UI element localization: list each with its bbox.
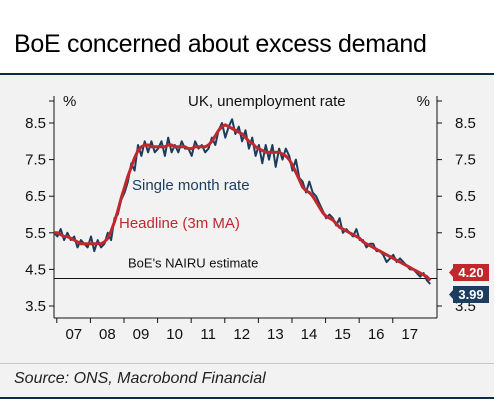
nairu-label: BoE's NAIRU estimate: [128, 256, 258, 271]
end-label-headline-box: [453, 264, 489, 281]
y-tick-label-left: 7.5: [25, 152, 46, 169]
page-title: BoE concerned about excess demand: [14, 30, 427, 58]
series-headline-line: [54, 123, 432, 282]
x-tick-label: 10: [166, 326, 183, 343]
end-label-headline-value: 4.20: [458, 265, 483, 280]
y-tick-label-left: 6.5: [25, 188, 46, 205]
x-tick-label: 07: [65, 326, 82, 343]
y-tick-label-left: 8.5: [25, 115, 46, 132]
source-note: Source: ONS, Macrobond Financial: [14, 370, 266, 387]
left-unit-label: %: [63, 93, 76, 110]
x-tick-label: 09: [133, 326, 150, 343]
x-tick-label: 08: [99, 326, 116, 343]
y-tick-label-left: 3.5: [25, 298, 46, 315]
bottom-rule: [0, 397, 494, 399]
x-ticks: 07 08 09 10 11 12 13 14 15 16 17: [56, 318, 418, 343]
source-panel: Source: ONS, Macrobond Financial: [0, 363, 494, 398]
unemployment-line-chart: 3.5 4.5 5.5 6.5 7.5 8.5 3.5 4.5 5.5 6.5 7.5 8.5 07…: [25, 93, 489, 343]
end-label-headline: 4.20: [449, 264, 489, 281]
end-label-single: 3.99: [449, 286, 489, 303]
legend-headline: Headline (3m MA): [119, 215, 240, 232]
y-ticks-left: 3.5 4.5 5.5 6.5 7.5 8.5: [25, 100, 54, 315]
y-tick-label-right: 8.5: [455, 115, 476, 132]
y-tick-label-left: 4.5: [25, 261, 46, 278]
chart-panel: [0, 73, 494, 365]
end-label-single-value: 3.99: [458, 287, 483, 302]
x-tick-label: 11: [200, 326, 216, 343]
y-tick-label-right: 6.5: [455, 188, 476, 205]
x-tick-label: 15: [334, 326, 351, 343]
legend-single-month: Single month rate: [132, 177, 250, 194]
end-label-single-box: [453, 286, 489, 303]
right-unit-label: %: [417, 93, 430, 110]
y-ticks-right: 3.54.55.56.57.58.5: [437, 100, 476, 315]
chart-title: UK, unemployment rate: [188, 93, 346, 110]
end-label-single-pointer: [449, 290, 453, 299]
y-tick-label-right: 7.5: [455, 152, 476, 169]
y-tick-label-left: 5.5: [25, 225, 46, 242]
y-tick-label-right: 5.5: [455, 225, 476, 242]
x-tick-label: 16: [368, 326, 385, 343]
x-tick-label: 17: [401, 326, 418, 343]
end-label-headline-pointer: [449, 268, 453, 277]
x-tick-label: 14: [301, 326, 318, 343]
x-tick-label: 13: [267, 326, 284, 343]
x-tick-label: 12: [233, 326, 250, 343]
